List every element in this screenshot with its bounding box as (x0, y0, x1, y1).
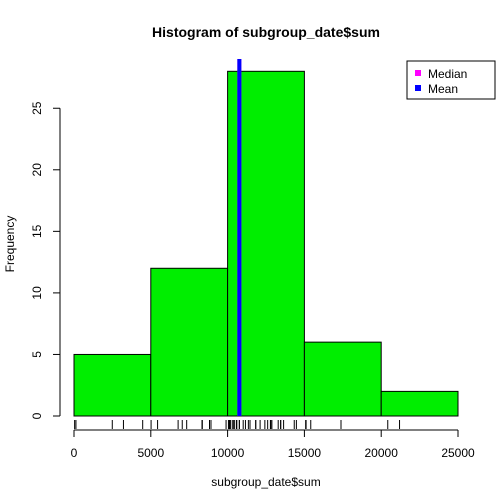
x-axis-label: subgroup_date$sum (211, 475, 320, 489)
y-tick-label: 0 (30, 412, 44, 419)
histogram-bar (303, 341, 382, 417)
legend-label-mean: Mean (428, 82, 458, 96)
y-axis-label: Frequency (3, 216, 17, 273)
y-tick-label: 5 (30, 351, 44, 358)
chart-title: Histogram of subgroup_date$sum (152, 24, 380, 40)
y-tick-label: 25 (30, 101, 44, 115)
x-tick-label: 25000 (441, 446, 475, 460)
x-tick-label: 10000 (211, 446, 245, 460)
histogram-bar (73, 353, 152, 417)
y-axis: 0 5 10 15 20 25 (30, 101, 61, 419)
x-tick-label: 20000 (365, 446, 399, 460)
x-tick-label: 0 (71, 446, 78, 460)
legend-label-median: Median (428, 67, 467, 81)
legend: Median Mean (406, 60, 496, 100)
legend-box (406, 60, 496, 100)
rug-marks (74, 420, 401, 429)
histogram-bars (73, 70, 459, 417)
y-tick-label: 15 (30, 224, 44, 238)
histogram-bar (150, 267, 229, 417)
x-tick-label: 15000 (288, 446, 322, 460)
x-axis: 0 5000 10000 15000 20000 25000 (71, 429, 475, 460)
y-tick-label: 10 (30, 286, 44, 300)
legend-swatch-median (415, 70, 421, 76)
legend-swatch-mean (415, 85, 421, 91)
histogram-bar (380, 390, 459, 417)
x-tick-label: 5000 (137, 446, 164, 460)
y-tick-label: 20 (30, 163, 44, 177)
